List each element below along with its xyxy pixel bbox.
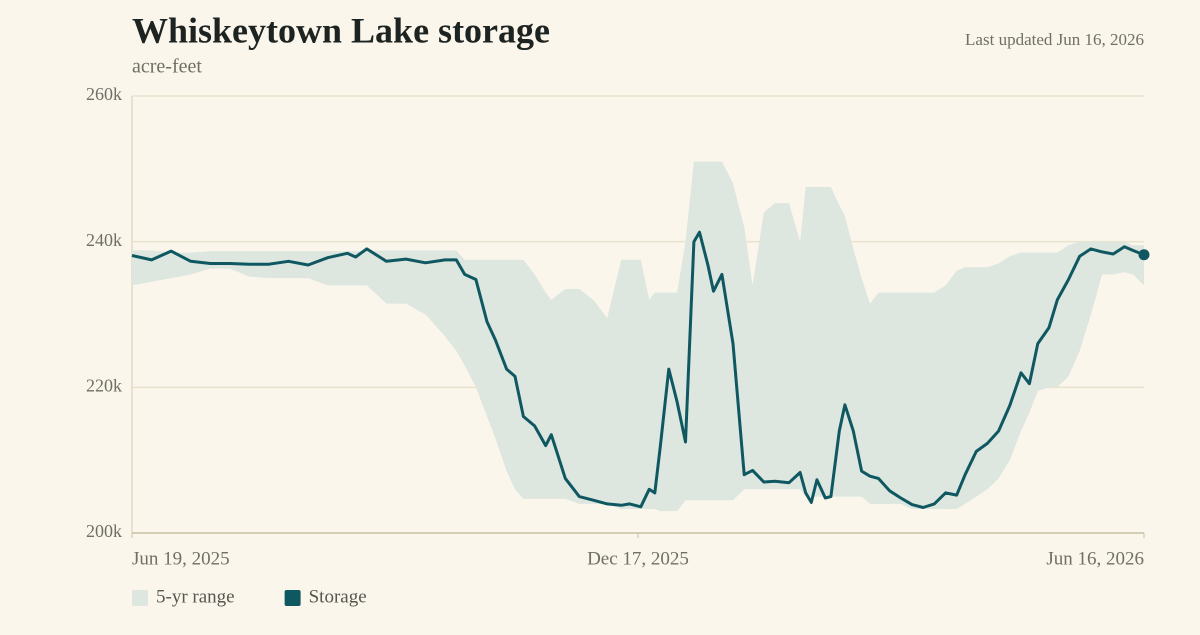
legend-swatch xyxy=(132,590,148,606)
x-tick-label: Jun 19, 2025 xyxy=(132,548,230,569)
latest-point xyxy=(1138,249,1150,261)
y-tick-label: 220k xyxy=(86,375,122,395)
updated-note: Last updated Jun 16, 2026 xyxy=(965,30,1144,49)
x-tick-label: Jun 16, 2026 xyxy=(1046,548,1144,569)
storage-line xyxy=(131,230,1145,509)
legend-swatch xyxy=(284,590,301,606)
chart-subtitle: acre-feet xyxy=(132,56,202,78)
legend-label: 5-yr range xyxy=(156,586,235,607)
y-tick-label: 200k xyxy=(86,521,122,541)
y-tick-label: 240k xyxy=(86,230,122,250)
x-tick-label: Dec 17, 2025 xyxy=(587,548,689,569)
range-band xyxy=(132,161,1144,512)
y-tick-label: 260k xyxy=(86,84,122,104)
chart-title: Whiskeytown Lake storage xyxy=(132,10,550,50)
legend-label: Storage xyxy=(309,586,367,607)
